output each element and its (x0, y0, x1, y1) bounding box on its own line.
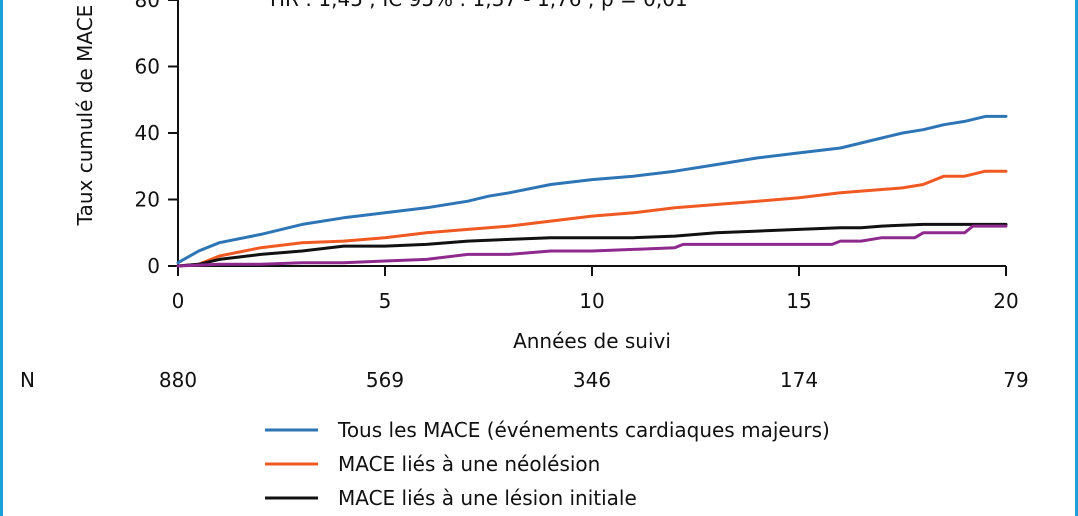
series-line-2 (176, 169, 1008, 268)
axes: 0 20 40 60 80 0 5 10 15 20 (135, 0, 1019, 313)
series-line-3 (176, 222, 1008, 268)
x-tick-label: 10 (579, 289, 604, 313)
y-tick-label: 0 (147, 254, 160, 278)
series-line-4 (176, 224, 1008, 268)
chart-annotation: HR : 1,45 ; IC 95% : 1,37 - 1,76 ; p = 0… (270, 0, 688, 11)
x-tick-label: 15 (786, 289, 811, 313)
x-tick-label: 5 (379, 289, 392, 313)
n-at-risk-value: 569 (366, 368, 404, 392)
n-at-risk-label: N (20, 368, 35, 392)
x-axis-title: Années de suivi (513, 329, 671, 353)
series-line-1 (176, 114, 1008, 265)
legend: Tous les MACE (événements cardiaques maj… (265, 418, 830, 510)
legend-label: MACE liés à une néolésion (338, 452, 600, 476)
x-tick-label: 0 (172, 289, 185, 313)
y-tick-label: 60 (135, 55, 160, 79)
legend-label: MACE liés à une lésion initiale (338, 486, 637, 510)
x-tick-label: 20 (993, 289, 1018, 313)
y-axis-title: Taux cumulé de MACE (73, 5, 97, 227)
n-at-risk-value: 346 (573, 368, 611, 392)
series-lines (176, 114, 1008, 268)
n-at-risk-value: 880 (159, 368, 197, 392)
y-tick-label: 40 (135, 121, 160, 145)
y-tick-label: 20 (135, 188, 160, 212)
n-at-risk-value: 174 (780, 368, 818, 392)
number-at-risk: N 880 569 346 174 79 (20, 368, 1029, 392)
legend-label: Tous les MACE (événements cardiaques maj… (337, 418, 830, 442)
y-tick-label: 80 (135, 0, 160, 12)
n-at-risk-value: 79 (1003, 368, 1028, 392)
